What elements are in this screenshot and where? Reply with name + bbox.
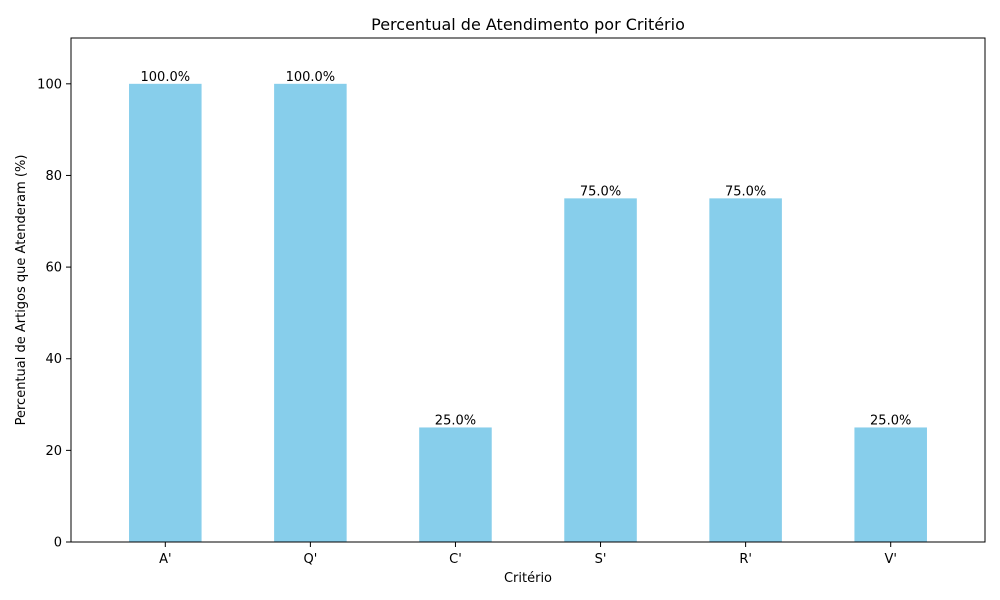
y-tick-label-2: 40 (45, 352, 62, 367)
bar-3 (564, 198, 637, 542)
data-labels-group: 100.0% 100.0% 25.0% 75.0% 75.0% 25.0% (141, 70, 912, 429)
data-label-2: 25.0% (435, 413, 476, 428)
y-tick-label-0: 0 (54, 536, 62, 551)
bar-2 (419, 427, 492, 542)
y-axis-ticks: 0 20 40 60 80 100 (37, 77, 71, 551)
x-axis-ticks: A' Q' C' S' R' V' (159, 542, 897, 567)
x-tick-label-5: V' (884, 552, 896, 567)
bars-group (129, 83, 927, 543)
bar-5 (854, 427, 927, 542)
chart-title: Percentual de Atendimento por Critério (371, 15, 685, 34)
y-tick-label-4: 80 (45, 169, 62, 184)
y-axis-label: Percentual de Artigos que Atenderam (%) (14, 155, 29, 426)
y-tick-label-3: 60 (45, 261, 62, 276)
y-tick-label-1: 20 (45, 444, 62, 459)
x-tick-label-1: Q' (303, 552, 317, 567)
bar-0 (129, 83, 202, 543)
data-label-5: 25.0% (870, 413, 911, 428)
x-tick-label-3: S' (595, 552, 607, 567)
x-tick-label-4: R' (739, 552, 752, 567)
y-tick-label-5: 100 (37, 77, 62, 92)
data-label-3: 75.0% (580, 184, 621, 199)
plot-area-frame (70, 37, 986, 543)
x-axis-label: Critério (504, 571, 552, 586)
data-label-1: 100.0% (286, 70, 336, 85)
data-label-4: 75.0% (725, 184, 766, 199)
x-tick-label-2: C' (449, 552, 462, 567)
x-tick-label-0: A' (159, 552, 171, 567)
data-label-0: 100.0% (141, 70, 191, 85)
bar-4 (709, 198, 782, 542)
bar-1 (274, 83, 347, 543)
